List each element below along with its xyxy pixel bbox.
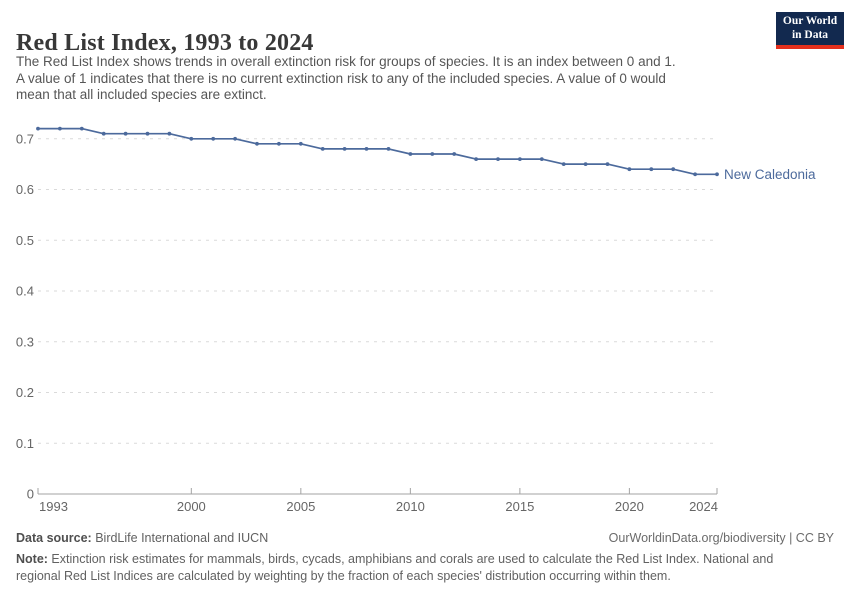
subtitle-line: mean that all included species are extin… <box>16 87 267 102</box>
chart-note: Note: Extinction risk estimates for mamm… <box>16 551 834 584</box>
data-point-2022[interactable] <box>671 167 676 172</box>
data-point-1999[interactable] <box>167 131 172 136</box>
y-axis-label: 0.5 <box>16 233 34 248</box>
data-source-value: BirdLife International and IUCN <box>91 531 269 545</box>
y-axis-label: 0.1 <box>16 436 34 451</box>
credit-link[interactable]: OurWorldinData.org/biodiversity | CC BY <box>608 531 834 545</box>
data-point-1998[interactable] <box>145 131 150 136</box>
x-axis-label: 1993 <box>39 499 68 514</box>
x-axis-label: 2020 <box>615 499 644 514</box>
x-axis-label: 2015 <box>505 499 534 514</box>
x-axis-label: 2000 <box>177 499 206 514</box>
y-axis-label: 0 <box>27 487 34 502</box>
data-point-2011[interactable] <box>430 152 435 156</box>
data-point-2020[interactable] <box>627 167 632 172</box>
x-axis-label: 2005 <box>286 499 315 514</box>
data-point-2007[interactable] <box>342 147 347 151</box>
y-axis-label: 0.6 <box>16 182 34 197</box>
data-point-2023[interactable] <box>693 172 697 177</box>
subtitle-line: A value of 1 indicates that there is no … <box>16 70 666 86</box>
data-point-2008[interactable] <box>364 147 369 151</box>
y-axis-label: 0.2 <box>16 385 34 400</box>
data-point-2014[interactable] <box>496 157 500 162</box>
data-point-2005[interactable] <box>298 141 303 146</box>
owid-logo-line1: Our World <box>782 15 838 27</box>
data-point-2018[interactable] <box>583 162 588 167</box>
data-point-2012[interactable] <box>452 152 457 156</box>
y-axis-label: 0.7 <box>16 131 34 146</box>
data-point-2019[interactable] <box>605 162 610 167</box>
owid-logo-line2: in Data <box>791 28 829 41</box>
note-line-1: Extinction risk estimates for mammals, b… <box>47 552 774 566</box>
data-point-2021[interactable] <box>649 167 654 172</box>
data-point-2003[interactable] <box>255 141 259 146</box>
line-new-caledonia[interactable] <box>37 127 718 176</box>
y-axis-label: 0.4 <box>16 284 34 299</box>
data-point-2002[interactable] <box>233 136 238 141</box>
data-point-1996[interactable] <box>101 131 106 136</box>
data-point-1995[interactable] <box>79 126 84 131</box>
chart-title: Red List Index, 1993 to 2024 <box>16 30 314 57</box>
chart-subtitle: The Red List Index shows trends in overa… <box>16 54 676 104</box>
data-point-2017[interactable] <box>561 162 566 167</box>
data-point-1997[interactable] <box>123 131 128 136</box>
x-axis-label: 2010 <box>396 499 425 514</box>
note-line-2: regional Red List Indices are calculated… <box>16 568 671 583</box>
series-label-new-caledonia[interactable]: New Caledonia <box>724 167 816 182</box>
x-axis-label: 2024 <box>689 499 718 514</box>
subtitle-line: The Red List Index shows trends in overa… <box>16 54 676 69</box>
data-point-2001[interactable] <box>211 136 216 141</box>
note-label: Note: <box>16 552 48 566</box>
data-point-2016[interactable] <box>539 157 544 162</box>
data-point-1994[interactable] <box>58 126 62 131</box>
data-point-2006[interactable] <box>320 147 325 151</box>
owid-logo[interactable]: Our World in Data <box>776 12 844 49</box>
data-point-1993[interactable] <box>36 126 40 131</box>
data-point-2010[interactable] <box>408 152 413 156</box>
y-axis-label: 0.3 <box>16 334 34 349</box>
data-point-2004[interactable] <box>277 141 281 146</box>
data-point-2009[interactable] <box>386 147 391 151</box>
data-point-2000[interactable] <box>189 136 194 141</box>
data-source: Data source: BirdLife International and … <box>16 531 268 545</box>
data-point-2015[interactable] <box>518 157 522 162</box>
data-point-2013[interactable] <box>474 157 478 162</box>
data-point-2024[interactable] <box>715 172 719 177</box>
data-source-label: Data source: <box>16 531 92 545</box>
